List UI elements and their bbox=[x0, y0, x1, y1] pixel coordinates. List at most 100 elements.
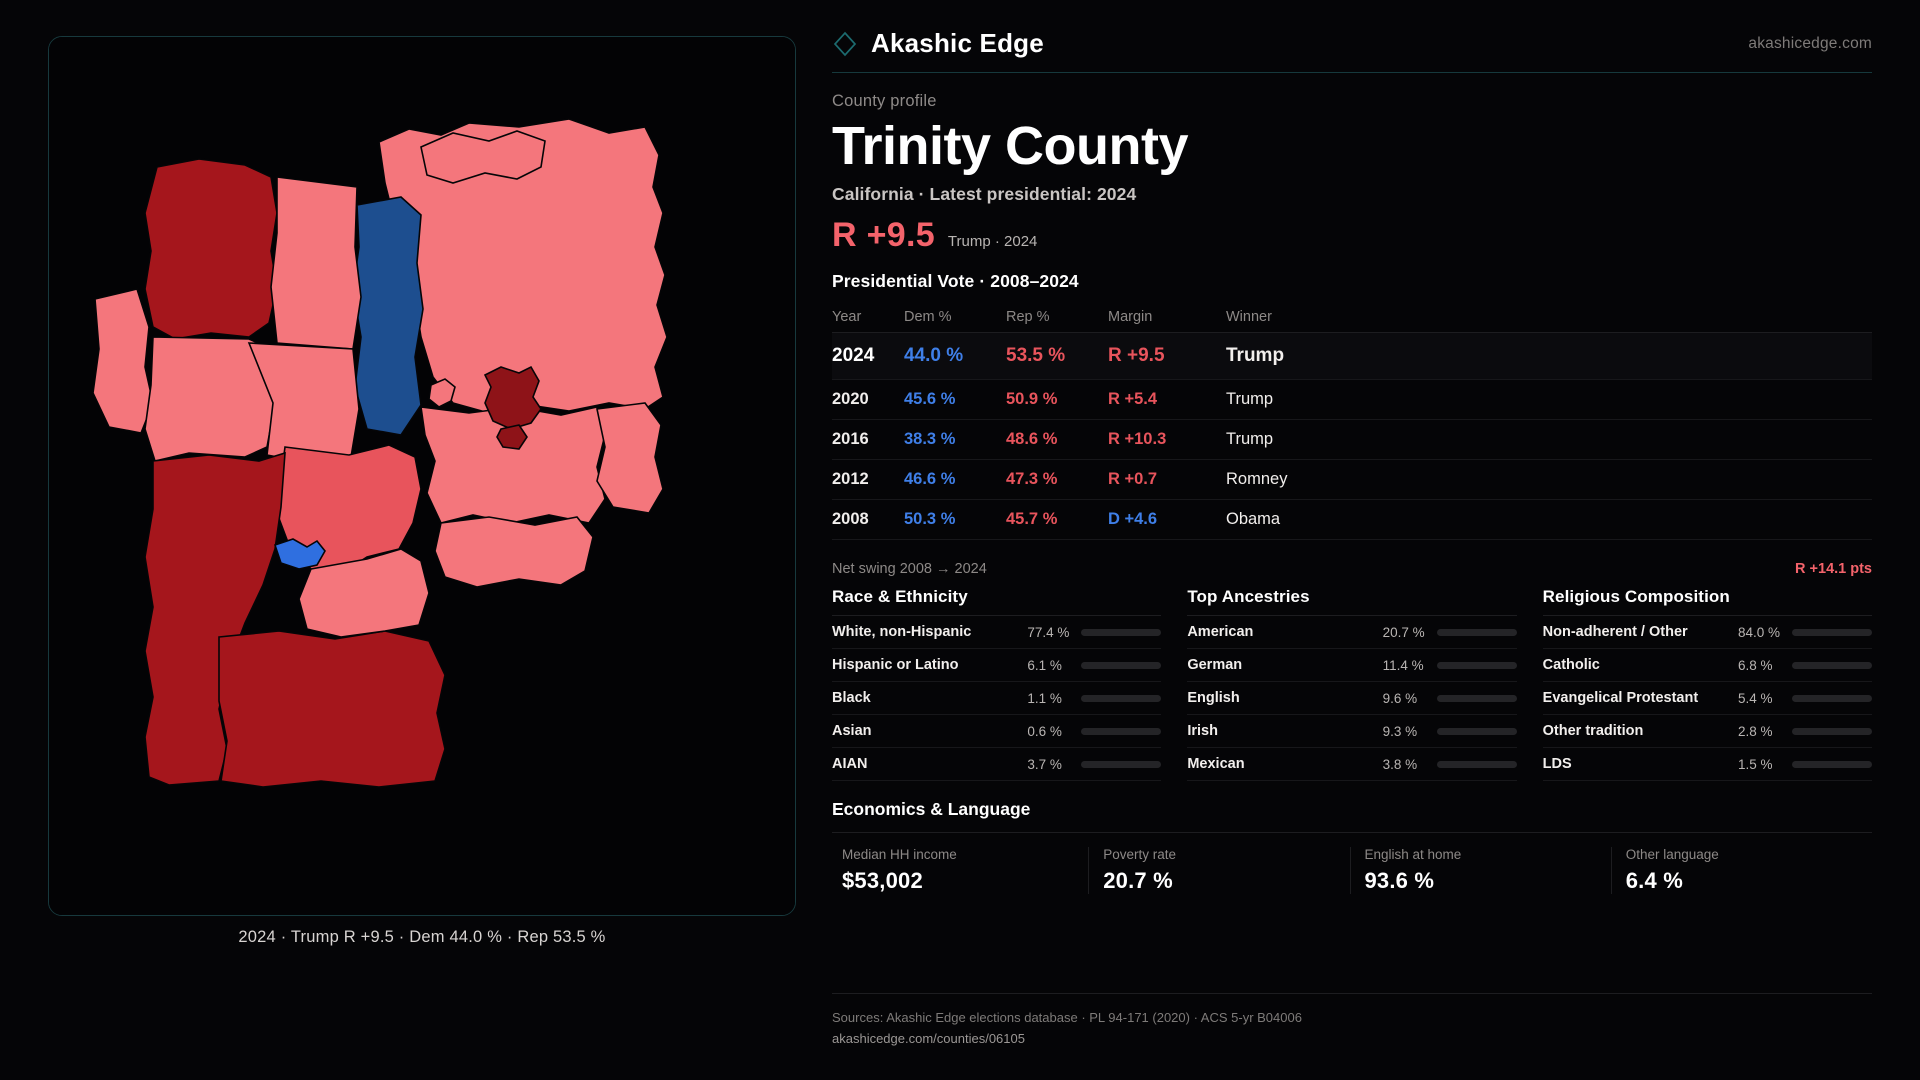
economics-value: 93.6 % bbox=[1364, 868, 1435, 894]
demographic-label: AIAN bbox=[832, 756, 868, 773]
demographic-percent: 0.6 % bbox=[1027, 723, 1062, 739]
table-header-row: Year Dem % Rep % Margin Winner bbox=[832, 302, 1872, 334]
demographic-label: Hispanic or Latino bbox=[832, 657, 959, 674]
cell-winner: Trump bbox=[1226, 332, 1872, 381]
headline-margin: R +9.5 Trump · 2024 bbox=[832, 216, 1872, 255]
cell-year: 2012 bbox=[832, 459, 904, 501]
demographic-row[interactable]: Black 1.1 % bbox=[832, 682, 1162, 716]
brand-bar: Akashic Edge akashicedge.com bbox=[832, 28, 1872, 73]
brand-name: Akashic Edge bbox=[871, 28, 1044, 58]
cell-year: 2020 bbox=[832, 379, 904, 421]
economics-grid: Median HH income $53,002 Poverty rate 20.7 … bbox=[832, 832, 1872, 895]
demographic-percent: 6.8 % bbox=[1737, 657, 1773, 673]
demographic-bar bbox=[1436, 628, 1517, 636]
demographics-grid: Race & Ethnicity White, non-Hispanic 77.4 … bbox=[832, 587, 1872, 782]
demographic-row[interactable]: Evangelical Protestant 5.4 % bbox=[1542, 682, 1872, 716]
demographic-percent: 84.0 % bbox=[1737, 624, 1781, 640]
economics-label: Other language bbox=[1625, 847, 1719, 863]
demographic-bar bbox=[1081, 628, 1162, 636]
economics-cell: Poverty rate 20.7 % bbox=[1088, 847, 1349, 895]
th-margin: Margin bbox=[1108, 302, 1226, 334]
demographic-row[interactable]: Irish 9.3 % bbox=[1187, 715, 1517, 749]
cell-rep-pct: 48.6 % bbox=[1006, 419, 1108, 461]
profile-content: Akashic Edge akashicedge.com County prof… bbox=[820, 0, 1920, 1080]
net-swing-row: Net swing 2008 → 2024 R +14.1 pts bbox=[832, 550, 1872, 577]
demographic-bar bbox=[1791, 661, 1872, 669]
headline-margin-note: Trump · 2024 bbox=[947, 233, 1038, 251]
demographic-label: Irish bbox=[1187, 723, 1218, 740]
cell-dem-pct: 38.3 % bbox=[904, 419, 1006, 461]
demographic-bar bbox=[1081, 760, 1162, 768]
demographic-label: German bbox=[1187, 657, 1243, 674]
demographic-row[interactable]: Mexican 3.8 % bbox=[1187, 748, 1517, 782]
table-row[interactable]: 2008 50.3 % 45.7 % D +4.6 Obama bbox=[832, 499, 1872, 541]
diamond-icon bbox=[832, 31, 858, 57]
county-choropleth-map[interactable] bbox=[49, 37, 796, 916]
brand-url[interactable]: akashicedge.com bbox=[1748, 34, 1872, 52]
demographic-bar bbox=[1081, 661, 1162, 669]
cell-winner: Trump bbox=[1226, 379, 1872, 421]
cell-dem-pct: 50.3 % bbox=[904, 499, 1006, 541]
demographic-heading: Race & Ethnicity bbox=[832, 587, 1162, 617]
economics-value: $53,002 bbox=[842, 868, 923, 894]
cell-dem-pct: 46.6 % bbox=[904, 459, 1006, 501]
demographic-label: Asian bbox=[832, 723, 872, 740]
demographic-row[interactable]: American 20.7 % bbox=[1187, 616, 1517, 650]
cell-margin: D +4.6 bbox=[1108, 499, 1226, 541]
demographic-row[interactable]: Non-adherent / Other 84.0 % bbox=[1542, 616, 1872, 650]
demographic-percent: 6.1 % bbox=[1027, 657, 1062, 673]
th-year: Year bbox=[832, 302, 904, 334]
cell-year: 2008 bbox=[832, 499, 904, 541]
demographic-label: LDS bbox=[1542, 756, 1572, 773]
economics-value: 6.4 % bbox=[1625, 868, 1684, 894]
cell-rep-pct: 53.5 % bbox=[1006, 332, 1108, 381]
demographic-percent: 2.8 % bbox=[1737, 723, 1773, 739]
demographic-row[interactable]: Other tradition 2.8 % bbox=[1542, 715, 1872, 749]
page-title: Trinity County bbox=[832, 116, 1189, 176]
demographic-label: Black bbox=[832, 690, 871, 707]
cell-rep-pct: 50.9 % bbox=[1006, 379, 1108, 421]
economics-cell: Other language 6.4 % bbox=[1610, 847, 1872, 895]
th-winner: Winner bbox=[1226, 302, 1872, 334]
economics-cell: Median HH income $53,002 bbox=[832, 847, 1088, 894]
demographic-percent: 77.4 % bbox=[1027, 624, 1070, 640]
eyebrow-label: County profile bbox=[832, 92, 937, 110]
demographic-row[interactable]: German 11.4 % bbox=[1187, 649, 1517, 683]
demographic-row[interactable]: LDS 1.5 % bbox=[1542, 748, 1872, 782]
demographic-label: Mexican bbox=[1187, 756, 1245, 773]
vote-section-title: Presidential Vote · 2008–2024 bbox=[832, 271, 1079, 292]
demographic-label: English bbox=[1187, 690, 1240, 707]
table-row[interactable]: 2016 38.3 % 48.6 % R +10.3 Trump bbox=[832, 419, 1872, 461]
demographic-column: Religious Composition Non-adherent / Othe… bbox=[1542, 587, 1872, 782]
demographic-label: Other tradition bbox=[1542, 723, 1644, 740]
cell-year: 2024 bbox=[832, 332, 904, 381]
demographic-bar bbox=[1791, 760, 1872, 768]
demographic-label: Evangelical Protestant bbox=[1542, 690, 1699, 707]
cell-margin: R +0.7 bbox=[1108, 459, 1226, 501]
table-row[interactable]: 2024 44.0 % 53.5 % R +9.5 Trump bbox=[832, 332, 1872, 381]
cell-rep-pct: 45.7 % bbox=[1006, 499, 1108, 541]
footer-link[interactable]: akashicedge.com/counties/06105 bbox=[832, 1031, 1025, 1047]
economics-cell: English at home 93.6 % bbox=[1349, 847, 1611, 895]
table-row[interactable]: 2012 46.6 % 47.3 % R +0.7 Romney bbox=[832, 459, 1872, 501]
footer: Sources: Akashic Edge elections database… bbox=[832, 993, 1872, 1050]
cell-winner: Romney bbox=[1226, 459, 1872, 501]
demographic-bar bbox=[1436, 661, 1517, 669]
economics-value: 20.7 % bbox=[1103, 868, 1173, 894]
demographic-heading: Religious Composition bbox=[1542, 587, 1872, 617]
demographic-row[interactable]: Asian 0.6 % bbox=[832, 715, 1162, 749]
demographic-row[interactable]: Hispanic or Latino 6.1 % bbox=[832, 649, 1162, 683]
demographic-row[interactable]: AIAN 3.7 % bbox=[832, 748, 1162, 782]
table-row[interactable]: 2020 45.6 % 50.9 % R +5.4 Trump bbox=[832, 379, 1872, 421]
demographic-row[interactable]: English 9.6 % bbox=[1187, 682, 1517, 716]
cell-dem-pct: 44.0 % bbox=[904, 332, 1006, 381]
th-rep: Rep % bbox=[1006, 302, 1108, 334]
cell-winner: Trump bbox=[1226, 419, 1872, 461]
demographic-percent: 9.6 % bbox=[1382, 690, 1418, 706]
demographic-row[interactable]: Catholic 6.8 % bbox=[1542, 649, 1872, 683]
map-frame[interactable] bbox=[48, 36, 796, 916]
cell-margin: R +10.3 bbox=[1108, 419, 1226, 461]
map-panel: 2024 · Trump R +9.5 · Dem 44.0 % · Rep 5… bbox=[0, 0, 820, 1080]
demographic-row[interactable]: White, non-Hispanic 77.4 % bbox=[832, 616, 1162, 650]
demographic-bar bbox=[1081, 727, 1162, 735]
